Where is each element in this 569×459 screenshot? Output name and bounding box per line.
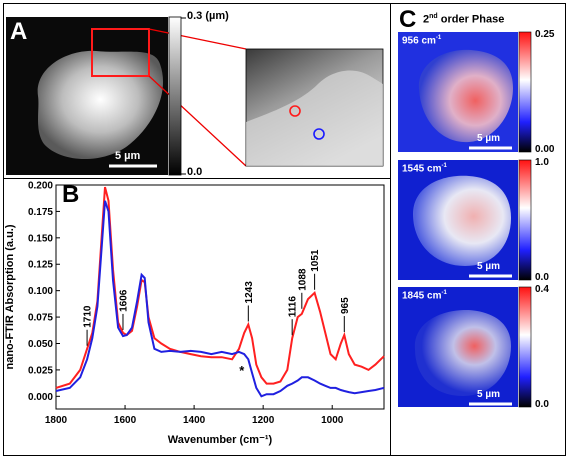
map2-wavenumber-text: 1545 cm — [402, 163, 442, 175]
y-tick-label: 0.200 — [28, 181, 53, 192]
map3-scalebar-label: 5 µm — [477, 389, 500, 400]
colorbar-min-label: 0.0 — [187, 166, 203, 178]
map1-wavenumber-sup: -1 — [435, 35, 442, 41]
y-tick-label: 0.025 — [28, 365, 53, 376]
panel-a-letter: A — [10, 18, 28, 45]
y-tick-label: 0.000 — [28, 392, 53, 403]
title-text: order Phase — [437, 13, 505, 26]
y-tick-label: 0.175 — [28, 207, 53, 218]
zoom-region — [91, 28, 150, 77]
annotation-label: 1710 — [83, 305, 94, 328]
phase-maps — [398, 31, 532, 408]
particle-topography — [37, 50, 164, 159]
x-tick-label: 1000 — [321, 415, 344, 426]
map1-cb-max: 0.25 — [535, 29, 555, 40]
map3-wavenumber-text: 1845 cm — [402, 290, 442, 302]
y-tick-label: 0.075 — [28, 313, 53, 324]
map2-wavenumber-sup: -1 — [441, 163, 447, 169]
measurement-point-blue — [313, 128, 325, 140]
scalebar-label: 5 µm — [115, 150, 141, 162]
annotation-label: 1606 — [118, 289, 129, 312]
panel-a: A 0.3 (µm) 0.0 5 µm — [3, 3, 391, 179]
series-line-0 — [55, 186, 385, 389]
map3-cb-max: 0.4 — [535, 284, 549, 295]
map1-wavenumber-text: 956 cm — [402, 35, 436, 47]
annotation-label: 1243 — [244, 281, 255, 304]
y-tick-label: 0.125 — [28, 260, 53, 271]
panel-c-letter: C — [399, 6, 417, 33]
panel-c: C 2nd order Phase — [390, 3, 566, 456]
series-line-1 — [55, 200, 385, 398]
map2-cb-min: 0.0 — [535, 272, 549, 283]
y-tick-label: 0.050 — [28, 339, 53, 350]
x-tick-label: 1400 — [183, 415, 206, 426]
map2-cb-max: 1.0 — [535, 157, 549, 168]
panel-a-figure — [6, 16, 384, 176]
annotation-label: 965 — [340, 297, 351, 314]
absorption-chart: 0.000 0.025 0.050 0.075 0.100 0.125 0.150 0.175… — [4, 181, 385, 446]
y-tick-label: 0.150 — [28, 233, 53, 244]
y-axis-label: nano-FTIR Absorption (a.u.) — [4, 224, 16, 369]
x-tick-label: 1800 — [45, 415, 68, 426]
measurement-point-red — [289, 105, 301, 117]
panel-b-letter: B — [62, 181, 80, 208]
panel-b: 0.000 0.025 0.050 0.075 0.100 0.125 0.150 0.175… — [3, 178, 391, 456]
x-axis-label: Wavenumber (cm⁻¹) — [168, 434, 273, 446]
map3-cb-min: 0.0 — [535, 399, 549, 410]
annotation-label: 1051 — [310, 249, 321, 272]
phase-map-1845 — [398, 286, 532, 408]
colorbar-max-label: 0.3 (µm) — [187, 10, 229, 22]
map1-cb-min: 0.00 — [535, 144, 555, 155]
x-tick-label: 1200 — [252, 415, 275, 426]
map3-wavenumber-sup: -1 — [441, 290, 447, 296]
map2-scalebar-label: 5 µm — [477, 261, 500, 272]
height-colorbar — [168, 16, 182, 176]
title-number: 2 — [423, 13, 430, 26]
y-tick-label: 0.100 — [28, 286, 53, 297]
map1-wavenumber: 956 cm-1 — [402, 35, 441, 46]
phase-map-1545 — [398, 159, 532, 281]
plot-area — [55, 184, 385, 410]
phase-map-956 — [398, 31, 532, 153]
panel-c-title: 2nd order Phase — [423, 13, 504, 26]
title-superscript: nd — [429, 13, 438, 20]
map2-wavenumber: 1545 cm-1 — [402, 163, 447, 174]
annotation-label: 1088 — [297, 268, 308, 291]
map3-wavenumber: 1845 cm-1 — [402, 290, 447, 301]
x-tick-label: 1600 — [114, 415, 137, 426]
annotation-label: 1116 — [288, 296, 299, 318]
map1-scalebar-label: 5 µm — [477, 133, 500, 144]
annotation-star: * — [239, 363, 245, 378]
